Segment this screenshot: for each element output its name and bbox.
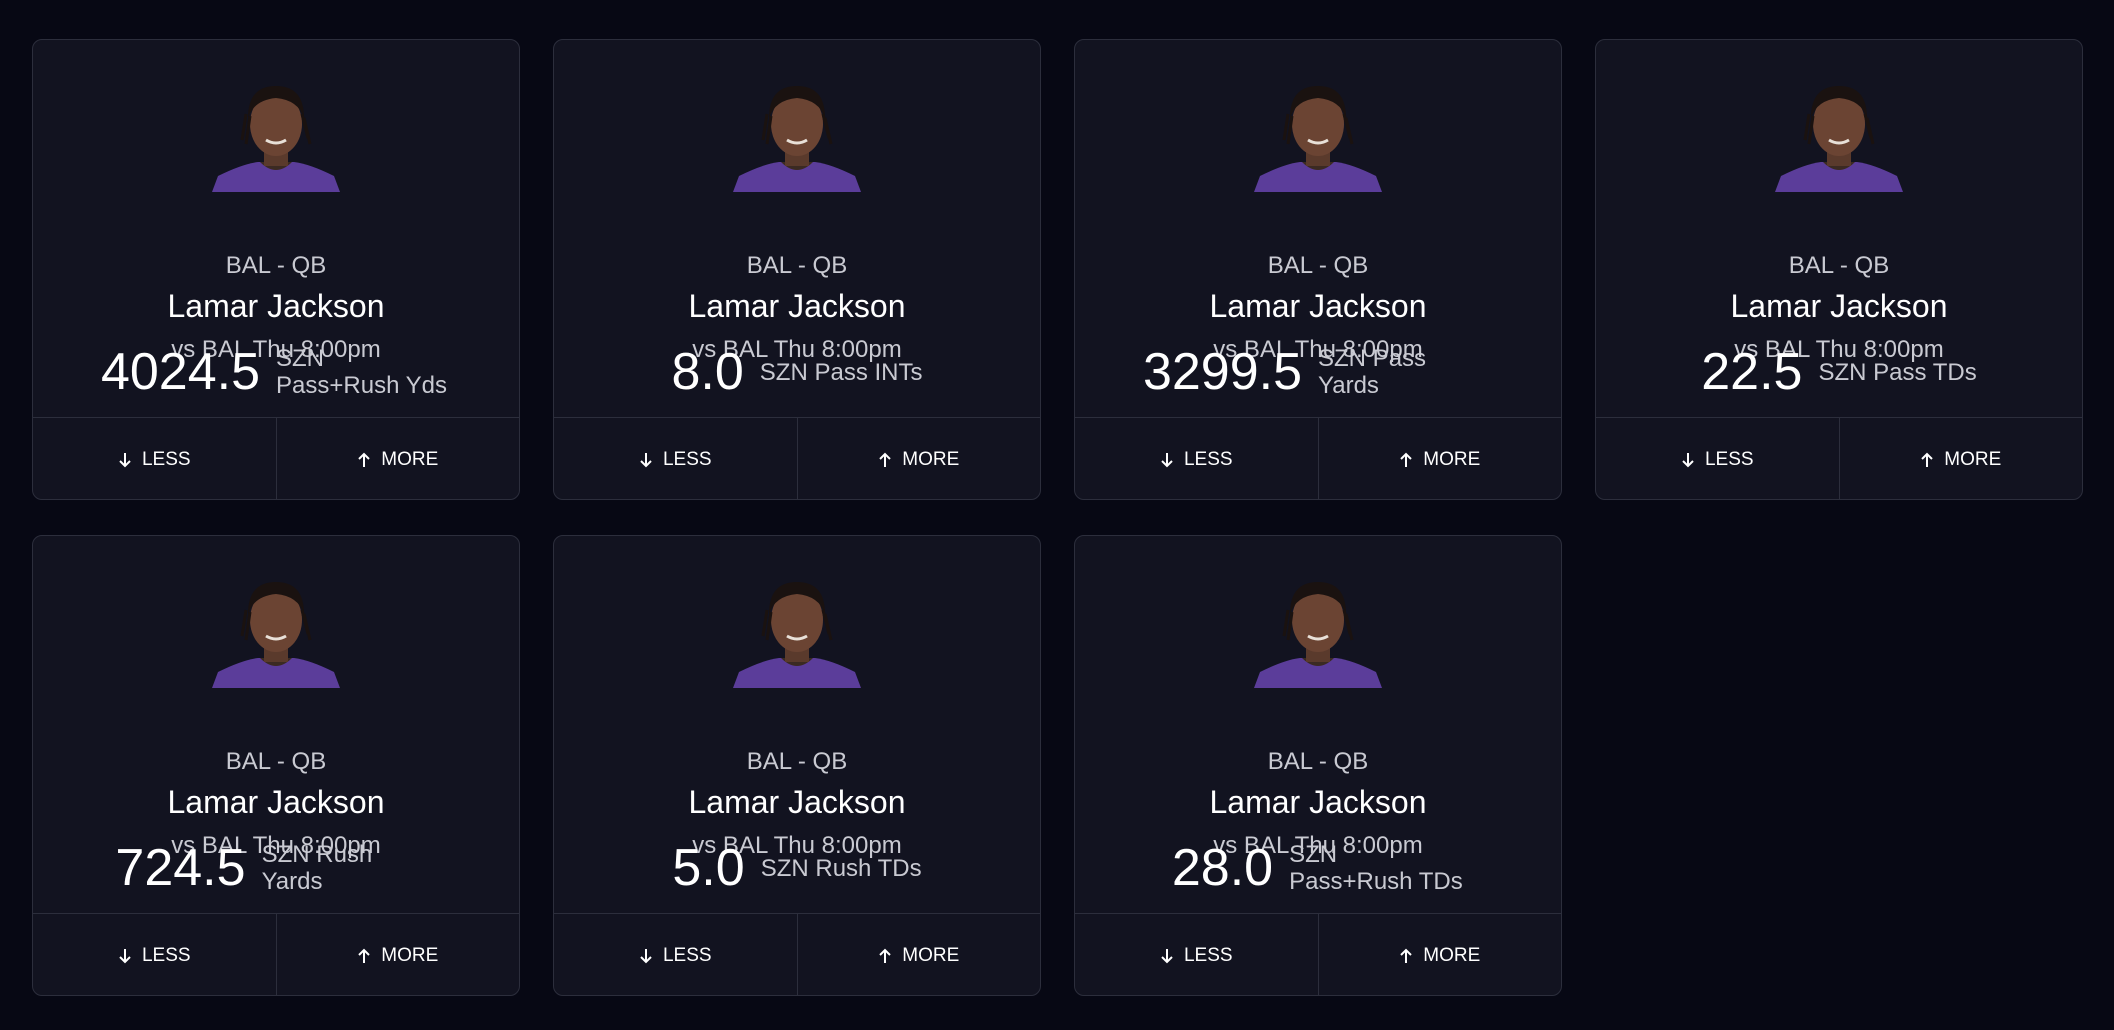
player-photo — [212, 86, 340, 192]
player-photo — [1254, 86, 1382, 192]
less-button[interactable]: LESS — [554, 418, 797, 499]
game-info: vs BAL Thu 8:00pm — [692, 832, 902, 859]
less-button[interactable]: LESS — [1075, 418, 1318, 499]
more-button[interactable]: MORE — [275, 914, 520, 995]
prop-card: BAL - QB Lamar Jackson vs BAL Thu 8:00pm 28… — [1074, 535, 1562, 996]
less-button[interactable]: LESS — [554, 914, 797, 995]
button-row: LESS MORE — [1075, 913, 1562, 995]
game-info: vs BAL Thu 8:00pm — [692, 336, 902, 363]
player-photo — [733, 86, 861, 192]
line-value: 724.5 — [115, 839, 246, 897]
more-label: MORE — [381, 449, 439, 470]
line-value: 28.0 — [1171, 839, 1274, 897]
button-row: LESS MORE — [33, 417, 520, 499]
game-info: vs BAL Thu 8:00pm — [1213, 336, 1423, 363]
more-button[interactable]: MORE — [1838, 418, 2083, 499]
more-button[interactable]: MORE — [1317, 914, 1562, 995]
more-button[interactable]: MORE — [796, 914, 1041, 995]
arrow-down — [119, 453, 131, 468]
player-photo — [733, 582, 861, 688]
arrow-down — [640, 453, 652, 468]
more-label: MORE — [1944, 449, 2002, 470]
player-name: Lamar Jackson — [167, 288, 385, 324]
player-name: Lamar Jackson — [1209, 784, 1427, 820]
more-label: MORE — [1423, 449, 1481, 470]
team-position: BAL - QB — [746, 748, 848, 775]
stat-label: SZN Pass+Rush TDs — [1289, 841, 1463, 895]
prop-card: BAL - QB Lamar Jackson vs BAL Thu 8:00pm 8.… — [553, 39, 1041, 500]
player-name: Lamar Jackson — [167, 784, 385, 820]
more-button[interactable]: MORE — [275, 418, 520, 499]
more-button[interactable]: MORE — [1317, 418, 1562, 499]
less-label: LESS — [141, 945, 191, 966]
line-value: 22.5 — [1701, 343, 1803, 401]
arrow-up — [1921, 452, 1933, 467]
less-button[interactable]: LESS — [33, 914, 276, 995]
more-label: MORE — [902, 449, 960, 470]
prop-card: BAL - QB Lamar Jackson vs BAL Thu 8:00pm 72… — [32, 535, 520, 996]
team-position: BAL - QB — [1267, 252, 1369, 279]
less-label: LESS — [662, 945, 712, 966]
arrow-down — [1161, 949, 1173, 964]
button-row: LESS MORE — [1075, 417, 1562, 499]
game-info: vs BAL Thu 8:00pm — [1213, 832, 1423, 859]
player-name: Lamar Jackson — [1209, 288, 1427, 324]
player-photo — [1775, 86, 1903, 192]
button-row: LESS MORE — [554, 417, 1041, 499]
arrow-up — [879, 948, 891, 963]
team-position: BAL - QB — [225, 748, 327, 775]
more-button[interactable]: MORE — [796, 418, 1041, 499]
arrow-up — [358, 948, 370, 963]
arrow-up — [879, 452, 891, 467]
player-name: Lamar Jackson — [688, 784, 906, 820]
button-row: LESS MORE — [1596, 417, 2083, 499]
button-row: LESS MORE — [554, 913, 1041, 995]
stat-label: SZN Pass INTs — [759, 358, 923, 386]
less-label: LESS — [1183, 945, 1233, 966]
arrow-up — [1400, 452, 1412, 467]
less-label: LESS — [141, 449, 191, 470]
player-photo — [212, 582, 340, 688]
line-value: 5.0 — [672, 839, 745, 897]
player-photo — [1254, 582, 1382, 688]
more-label: MORE — [1423, 945, 1481, 966]
line-value: 4024.5 — [100, 343, 261, 401]
stat-label: SZN Pass Yards — [1318, 345, 1427, 399]
less-label: LESS — [1704, 449, 1754, 470]
prop-card: BAL - QB Lamar Jackson vs BAL Thu 8:00pm 5.… — [553, 535, 1041, 996]
team-position: BAL - QB — [225, 252, 327, 279]
arrow-down — [1682, 453, 1694, 468]
more-label: MORE — [381, 945, 439, 966]
game-info: vs BAL Thu 8:00pm — [1734, 336, 1944, 363]
less-label: LESS — [662, 449, 712, 470]
arrow-down — [1161, 453, 1173, 468]
prop-card: BAL - QB Lamar Jackson vs BAL Thu 8:00pm 40… — [32, 39, 520, 500]
less-label: LESS — [1183, 449, 1233, 470]
arrow-up — [358, 452, 370, 467]
arrow-down — [119, 949, 131, 964]
team-position: BAL - QB — [746, 252, 848, 279]
line-value: 3299.5 — [1142, 343, 1303, 401]
arrow-down — [640, 949, 652, 964]
stat-label: SZN Rush TDs — [760, 854, 922, 882]
player-name: Lamar Jackson — [1730, 288, 1948, 324]
stat-label: SZN Rush Yards — [261, 841, 373, 895]
arrow-up — [1400, 948, 1412, 963]
less-button[interactable]: LESS — [1075, 914, 1318, 995]
player-name: Lamar Jackson — [688, 288, 906, 324]
less-button[interactable]: LESS — [33, 418, 276, 499]
team-position: BAL - QB — [1267, 748, 1369, 775]
less-button[interactable]: LESS — [1596, 418, 1839, 499]
game-info: vs BAL Thu 8:00pm — [171, 832, 381, 859]
game-info: vs BAL Thu 8:00pm — [171, 336, 381, 363]
stat-label: SZN Pass TDs — [1818, 358, 1977, 386]
more-label: MORE — [902, 945, 960, 966]
button-row: LESS MORE — [33, 913, 520, 995]
team-position: BAL - QB — [1788, 252, 1890, 279]
prop-card: BAL - QB Lamar Jackson vs BAL Thu 8:00pm 22… — [1595, 39, 2083, 500]
line-value: 8.0 — [671, 343, 744, 401]
stat-label: SZN Pass+Rush Yds — [276, 345, 448, 399]
prop-card: BAL - QB Lamar Jackson vs BAL Thu 8:00pm 32… — [1074, 39, 1562, 500]
